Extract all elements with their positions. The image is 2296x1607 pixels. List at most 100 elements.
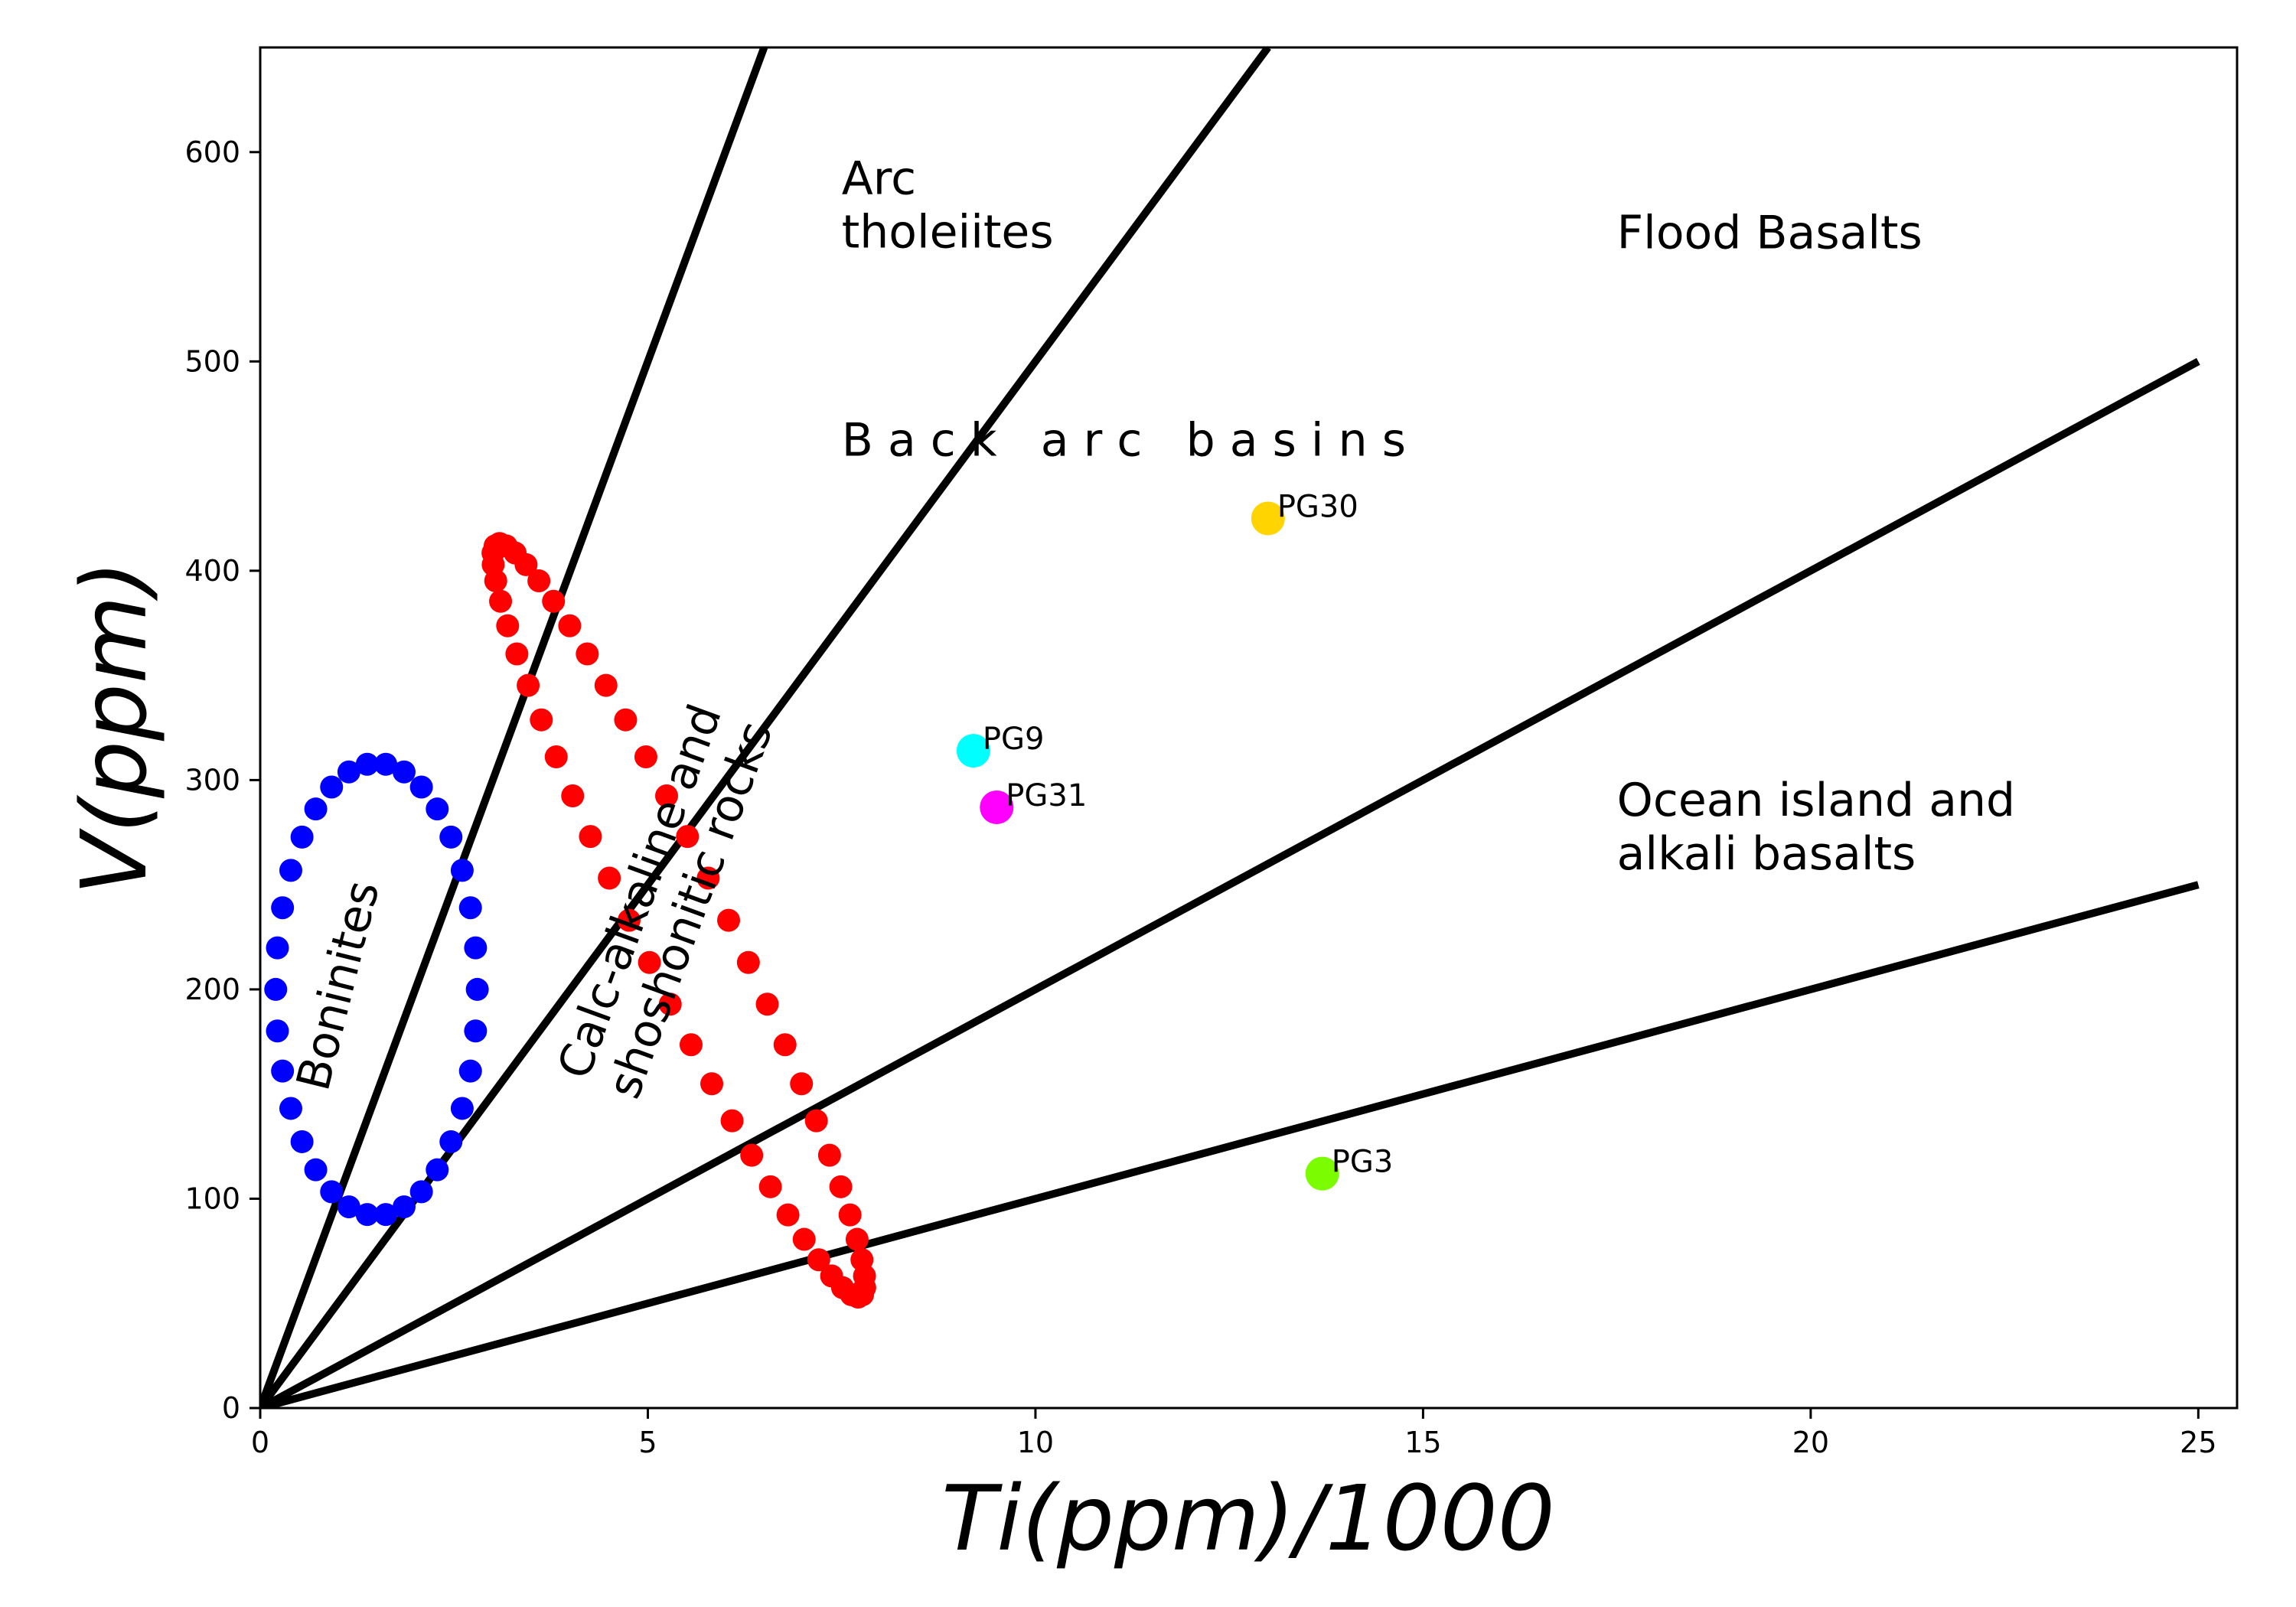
ellipse-marker	[279, 859, 302, 882]
ellipse-marker	[804, 1109, 828, 1133]
ellipse-marker	[304, 1158, 328, 1182]
ellipse-marker	[484, 569, 507, 593]
y-tick-label: 600	[184, 135, 240, 169]
boundary-line	[260, 47, 768, 1408]
ellipse-marker	[773, 1033, 797, 1057]
ellipse-marker	[845, 1227, 869, 1251]
sample-point-label: PG31	[1006, 778, 1087, 813]
sample-point-label: PG9	[983, 722, 1045, 757]
field-label-line: Ocean island and	[1617, 774, 2015, 827]
ellipse-marker	[458, 896, 482, 920]
x-tick-label: 5	[638, 1426, 657, 1459]
ellipse-marker	[700, 1072, 724, 1096]
ellipse-marker	[489, 589, 513, 613]
ellipse-marker	[696, 866, 720, 890]
ellipse-marker	[279, 1097, 302, 1120]
ellipse-marker	[464, 936, 488, 960]
y-tick-label: 0	[222, 1391, 240, 1425]
sample-point-label: PG3	[1332, 1145, 1394, 1180]
ellipse-marker	[594, 673, 618, 697]
x-tick-label: 10	[1017, 1426, 1054, 1459]
ellipse-marker	[614, 708, 638, 732]
ellipse-marker	[740, 1143, 764, 1167]
ellipse-marker	[439, 1129, 463, 1153]
ellipse-marker	[850, 1248, 874, 1272]
x-tick-label: 25	[2180, 1426, 2216, 1459]
ellipse-marker	[736, 950, 760, 974]
ellipse-marker	[355, 752, 379, 776]
sample-point	[980, 790, 1014, 824]
y-tick-label: 300	[184, 763, 240, 797]
axis-ticks: 0 5 10 15 20 25 0 100 200 300 400 500 600	[184, 135, 2216, 1459]
ellipse-marker	[542, 589, 566, 613]
ellipse-marker	[426, 797, 449, 821]
ellipse-marker	[679, 1033, 703, 1057]
ellipse-marker	[544, 745, 568, 769]
ellipse-marker	[374, 1203, 398, 1227]
field-label-line: Arc	[842, 152, 916, 205]
ellipse-marker	[638, 950, 661, 974]
ellipse-marker	[561, 784, 585, 808]
ellipse-marker	[579, 825, 602, 849]
field-label-line: Flood Basalts	[1617, 207, 1923, 260]
field-label-line: B a c k a r c b a s i n s	[842, 413, 1406, 467]
field-label-line: tholeiites	[842, 205, 1054, 259]
sample-point	[956, 734, 990, 768]
ellipse-marker	[530, 708, 553, 732]
ellipse-marker	[720, 1109, 744, 1133]
y-tick-label: 100	[184, 1182, 240, 1215]
ellipse-marker	[392, 1195, 416, 1219]
ellipse-marker	[464, 1019, 488, 1043]
field-label-line: alkali basalts	[1617, 827, 1916, 881]
field-label: Flood Basalts	[1617, 207, 1923, 260]
plot-frame	[259, 46, 2239, 1410]
ellipse-marker	[409, 775, 433, 799]
sample-point	[1251, 501, 1285, 536]
ellipse-marker	[598, 866, 621, 890]
boundary-line	[260, 881, 2200, 1408]
ellipse-marker	[817, 1143, 841, 1167]
ellipse-marker	[426, 1158, 449, 1182]
ellipse-marker	[758, 1175, 782, 1198]
ellipse-marker	[290, 825, 314, 849]
ellipse-marker	[634, 745, 657, 769]
ellipse-marker	[458, 1059, 482, 1083]
ellipse-marker	[266, 1019, 289, 1043]
sample-points: PG30 PG9 PG31 PG3	[956, 489, 1394, 1191]
ellipse-markers	[264, 532, 876, 1309]
field-label: Ocean island and alkali basalts	[1617, 774, 2015, 881]
ellipse-marker	[320, 1180, 344, 1204]
ellipse-marker	[320, 775, 344, 799]
ellipse-marker	[392, 760, 416, 784]
ellipse-marker	[374, 752, 398, 776]
ellipse-marker	[776, 1203, 800, 1227]
ellipse-marker	[465, 977, 489, 1001]
boundary-line	[260, 357, 2200, 1408]
ellipse-marker	[496, 614, 520, 637]
ellipse-marker	[264, 977, 288, 1001]
boundary-line	[260, 47, 1271, 1408]
ellipse-marker	[290, 1129, 314, 1153]
ellipse-marker	[655, 784, 679, 808]
field-label: B a c k a r c b a s i n s	[842, 413, 1406, 467]
y-axis-label: V(ppm)	[61, 560, 167, 895]
ellipse-marker	[355, 1203, 379, 1227]
field-label: Arc tholeiites	[842, 152, 1054, 259]
x-tick-label: 15	[1404, 1426, 1441, 1459]
ellipse-marker	[807, 1248, 830, 1272]
ellipse-marker	[304, 797, 328, 821]
ellipse-marker	[527, 569, 551, 593]
ellipse-marker	[658, 993, 682, 1016]
sample-point	[1305, 1156, 1339, 1191]
ellipse-marker	[266, 936, 289, 960]
ellipse-marker	[617, 908, 641, 932]
ellipse-marker	[517, 673, 540, 697]
sample-point-label: PG30	[1277, 489, 1358, 524]
ellipse-marker	[450, 859, 474, 882]
ellipse-marker	[271, 1059, 295, 1083]
ellipse-marker	[450, 1097, 474, 1120]
x-axis-label: Ti(ppm)/1000	[941, 1465, 1555, 1571]
ellipse-marker	[792, 1227, 816, 1251]
ellipse-marker	[790, 1072, 814, 1096]
